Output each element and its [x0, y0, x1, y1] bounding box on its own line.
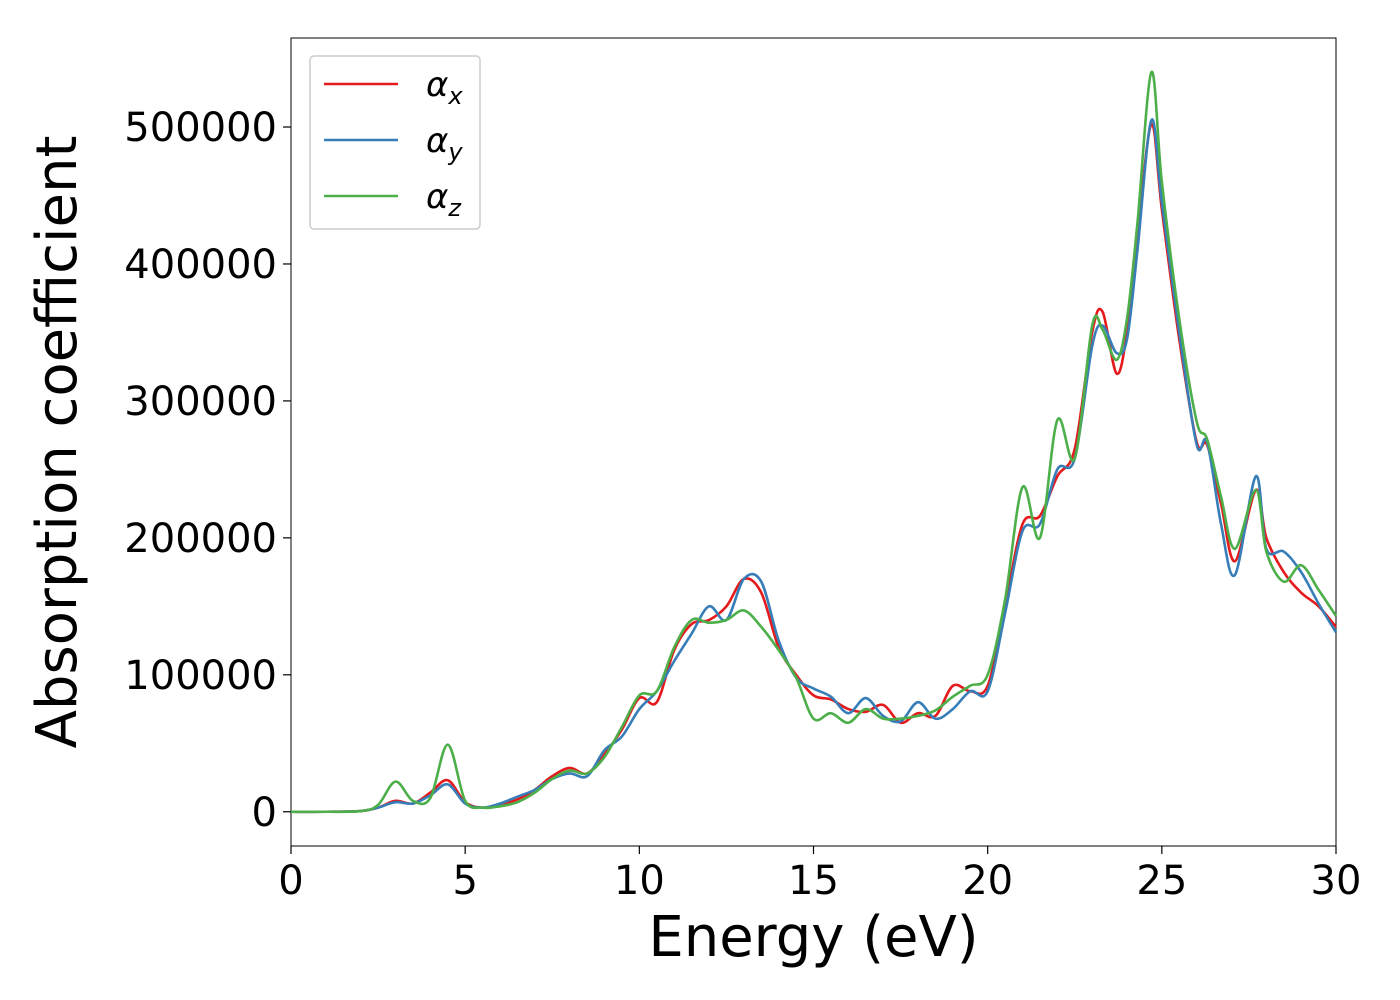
x-axis: 0 5 10 15 20 25 30	[278, 846, 1361, 904]
x-tick-label: 5	[452, 858, 477, 904]
x-axis-title: Energy (eV)	[648, 905, 978, 970]
legend-label-x: αx	[426, 65, 463, 110]
series-line-y	[290, 118, 1338, 814]
legend-frame	[309, 55, 481, 230]
y-tick-label: 300000	[124, 379, 277, 425]
x-tick-label: 10	[614, 858, 665, 904]
x-tick-label: 15	[788, 858, 839, 904]
legend-entries: αx αy αz	[324, 65, 463, 222]
x-tick-label: 25	[1136, 858, 1187, 904]
series-layer	[290, 70, 1338, 814]
series-line-z	[290, 70, 1338, 814]
x-tick-label: 20	[962, 858, 1013, 904]
legend-label-z: αz	[426, 177, 462, 222]
y-tick-label: 0	[252, 790, 277, 836]
y-axis-title: Absorption coefficient	[25, 136, 90, 749]
y-tick-label: 400000	[124, 242, 277, 288]
x-tick-label: 30	[1311, 858, 1362, 904]
legend: αx αy αz	[309, 55, 481, 230]
legend-label-y: αy	[426, 121, 463, 166]
y-tick-label: 500000	[124, 105, 277, 151]
x-tick-label: 0	[278, 858, 303, 904]
y-axis: 0 100000 200000 300000 400000 500000	[124, 105, 291, 836]
y-tick-label: 200000	[124, 516, 277, 562]
y-tick-label: 100000	[124, 653, 277, 699]
